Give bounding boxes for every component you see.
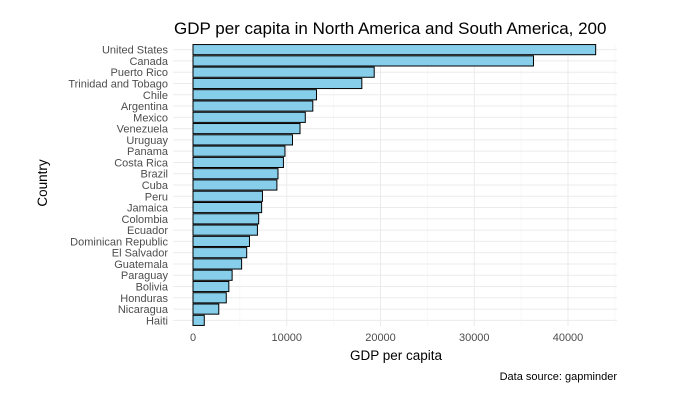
bar [192,100,314,112]
x-tick-label: 20000 [365,332,396,344]
y-tick-label: Peru [145,191,168,203]
bar [192,66,375,78]
bar [192,168,279,180]
bar [192,314,205,326]
bar [192,235,250,247]
y-tick-label: Cuba [142,180,169,192]
y-tick-label: Argentina [121,101,169,113]
y-tick-label: Trinidad and Tobago [68,78,168,90]
bar [192,179,278,191]
bar [192,111,306,123]
bar [192,44,597,56]
y-tick-label: Mexico [133,112,168,124]
bar [192,145,286,157]
bar [192,201,263,214]
bar [192,292,227,304]
x-tick-labels: 0 10000 20000 30000 40000 [190,332,583,344]
bar [192,303,220,315]
y-tick-label: Bolivia [136,282,169,294]
caption: Data source: gapminder [500,371,618,383]
y-tick-label: Panama [127,146,169,158]
bars [192,44,597,326]
bar [192,247,248,259]
y-tick-label: Colombia [122,214,169,226]
y-tick-label: United States [102,45,169,57]
y-tick-label: Ecuador [127,225,168,237]
chart-title: GDP per capita in North America and Sout… [174,19,606,38]
y-tick-label: Honduras [120,293,168,305]
x-axis-title: GDP per capita [350,348,443,363]
bar [192,213,260,225]
bar [192,123,301,135]
x-tick-label: 40000 [553,332,584,344]
bar [192,280,230,293]
y-tick-label: Haiti [146,315,168,327]
y-tick-label: Chile [143,90,168,102]
bar [192,224,258,236]
bar [192,190,263,202]
y-tick-label: Nicaragua [118,304,169,316]
x-tick-label: 10000 [271,332,302,344]
y-tick-label: Paraguay [121,270,169,282]
bar [192,258,243,270]
bar [192,77,363,90]
bar [192,269,233,281]
y-tick-label: Dominican Republic [70,236,168,248]
y-tick-label: Costa Rica [114,157,169,169]
bar [192,134,293,146]
y-tick-label: Brazil [140,169,168,181]
y-tick-label: Puerto Rico [111,67,168,79]
bar [192,156,284,169]
x-tick-label: 0 [190,332,196,344]
x-tick-label: 30000 [459,332,490,344]
y-tick-label: Canada [129,56,168,68]
y-tick-label: Uruguay [126,135,168,147]
bar [192,55,534,67]
y-tick-label: Jamaica [127,203,169,215]
y-tick-label: Venezuela [117,124,169,136]
bar [192,89,317,101]
y-tick-label: El Salvador [112,248,169,260]
y-tick-label: Guatemala [114,259,169,271]
y-axis-title: Country [35,159,50,207]
